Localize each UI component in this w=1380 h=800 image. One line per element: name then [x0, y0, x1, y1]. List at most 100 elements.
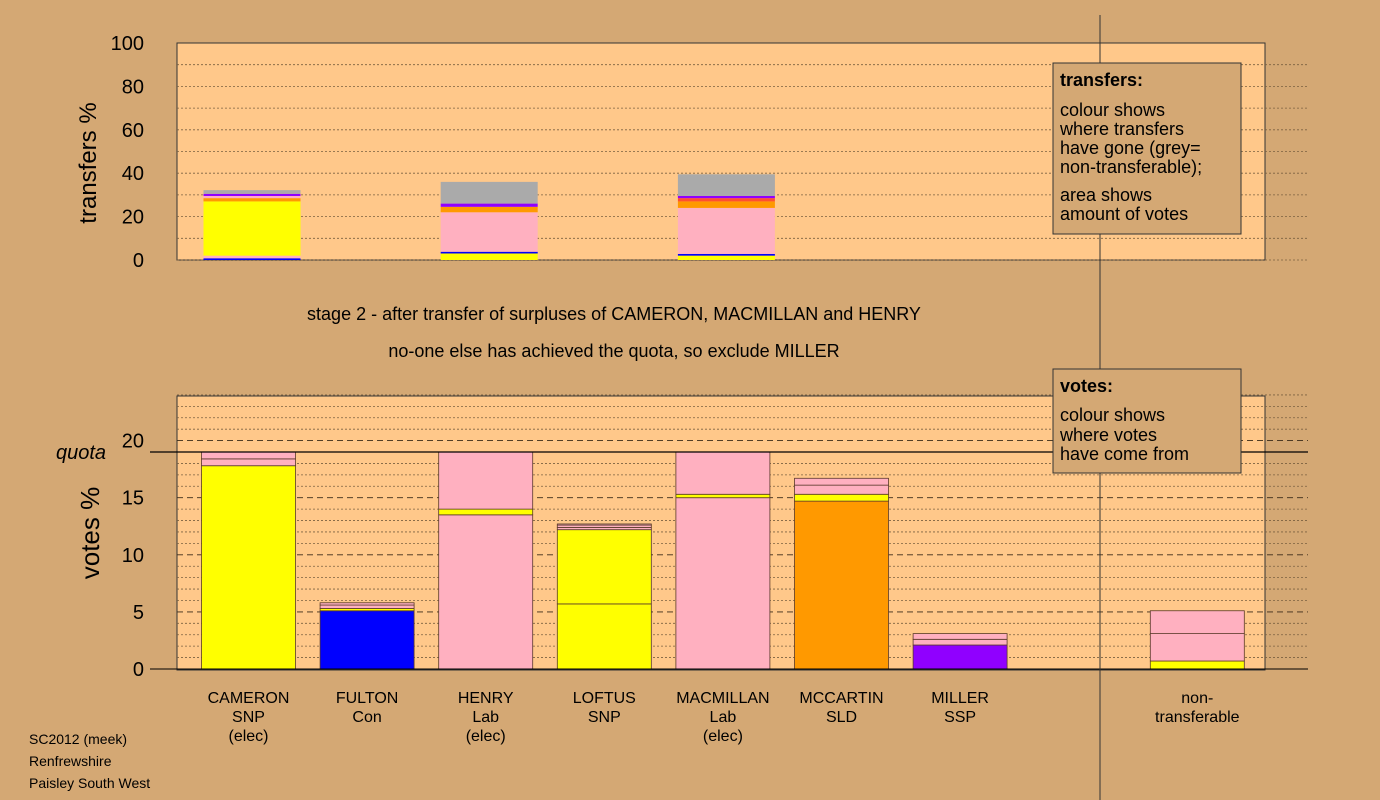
candidate-label: SSP — [944, 709, 976, 726]
transfer-bar-segment — [677, 253, 775, 256]
transfer-bar-segment — [440, 251, 538, 254]
vote-bar-segment — [556, 603, 652, 670]
candidate-label: SLD — [826, 709, 857, 726]
candidate-label: non- — [1181, 690, 1213, 707]
vote-bar-segment — [675, 497, 771, 670]
candidate-label: MILLER — [931, 690, 989, 707]
vote-bar-segment — [319, 602, 415, 606]
vote-bar-segment — [1149, 610, 1245, 634]
footer: SC2012 (meek) Renfrewshire Paisley South… — [29, 731, 150, 791]
exclusion-note: no-one else has achieved the quota, so e… — [388, 341, 839, 361]
candidate-label: MCCARTIN — [799, 690, 883, 707]
vote-bar-segment — [556, 529, 652, 605]
vote-bar-segment — [794, 500, 889, 670]
y-tick-label: 0 — [133, 250, 144, 272]
transfer-bar-segment — [440, 253, 538, 260]
transfers-legend-line: have gone (grey= — [1060, 138, 1201, 158]
vote-bar-segment — [794, 484, 889, 495]
vote-bar-segment — [794, 493, 889, 502]
vote-bar-segment — [794, 477, 889, 486]
vote-bar-segment — [201, 458, 296, 467]
candidate-label: (elec) — [703, 728, 743, 745]
candidate-label: transferable — [1155, 709, 1240, 726]
vote-bar-segment — [438, 508, 534, 516]
candidate-label: SNP — [232, 709, 265, 726]
transfer-bar-segment — [677, 174, 775, 196]
transfers-legend-line: area shows — [1060, 185, 1152, 205]
y-tick-label: 20 — [122, 207, 144, 229]
y-tick-label: 20 — [122, 431, 144, 453]
footer-ward: Paisley South West — [29, 775, 150, 791]
candidate-label: Con — [352, 709, 381, 726]
vote-bar-segment — [675, 451, 771, 495]
footer-council: Renfrewshire — [29, 753, 112, 769]
transfer-bar-segment — [203, 193, 301, 196]
candidate-label: MACMILLAN — [676, 690, 769, 707]
transfer-bar-segment — [203, 190, 301, 194]
transfer-bar-segment — [677, 195, 775, 199]
votes-legend-line: colour shows — [1060, 405, 1165, 425]
candidate-label: Lab — [472, 709, 499, 726]
vote-bar-segment — [319, 610, 415, 670]
candidate-label: (elec) — [228, 728, 268, 745]
transfer-bar-segment — [440, 212, 538, 252]
transfer-bar-segment — [677, 255, 775, 260]
transfer-bar-segment — [440, 203, 538, 207]
candidate-label: SNP — [588, 709, 621, 726]
transfer-bar-segment — [677, 201, 775, 208]
y-tick-label: 15 — [122, 488, 144, 510]
votes-legend-box — [1052, 368, 1242, 474]
transfer-bar-segment — [203, 201, 301, 256]
transfers-legend-line: where transfers — [1059, 119, 1184, 139]
vote-bar-segment — [912, 633, 1008, 640]
y-tick-label: 10 — [122, 545, 144, 567]
candidate-label: LOFTUS — [573, 690, 636, 707]
transfer-bar-segment — [440, 206, 538, 213]
transfer-bar-segment — [203, 198, 301, 202]
candidate-label: (elec) — [466, 728, 506, 745]
vote-bar-segment — [319, 604, 415, 609]
quota-label: quota — [56, 442, 106, 464]
votes-legend-title: votes: — [1060, 376, 1113, 396]
transfers-y-axis-label: transfers % — [75, 102, 102, 223]
y-tick-label: 60 — [122, 120, 144, 142]
y-tick-label: 5 — [133, 602, 144, 624]
transfers-legend: transfers: colour shows where transfers … — [1052, 62, 1242, 235]
votes-y-axis-label: votes % — [75, 487, 105, 580]
transfers-legend-box — [1052, 62, 1242, 235]
transfer-bar-segment — [203, 195, 301, 199]
vote-bar-segment — [912, 638, 1008, 646]
transfers-legend-title: transfers: — [1060, 70, 1143, 90]
footer-election: SC2012 (meek) — [29, 731, 127, 747]
vote-bar-segment — [1149, 633, 1245, 662]
candidate-label: Lab — [710, 709, 737, 726]
votes-legend: votes: colour shows where votes have com… — [1052, 368, 1242, 474]
transfer-bar-segment — [677, 198, 775, 202]
y-tick-label: 100 — [111, 33, 144, 55]
candidate-label: FULTON — [336, 690, 399, 707]
votes-legend-line: have come from — [1060, 444, 1189, 464]
y-tick-label: 80 — [122, 76, 144, 98]
vote-bar-segment — [201, 465, 296, 670]
y-tick-label: 40 — [122, 163, 144, 185]
transfers-legend-line: colour shows — [1060, 100, 1165, 120]
vote-bar-segment — [438, 514, 534, 670]
transfers-legend-line: non-transferable); — [1060, 157, 1202, 177]
y-tick-label: 0 — [133, 659, 144, 681]
vote-bar-segment — [912, 644, 1008, 670]
stage-description: stage 2 - after transfer of surpluses of… — [307, 304, 921, 324]
transfer-bar-segment — [677, 207, 775, 254]
vote-bar-segment — [201, 451, 296, 460]
transfers-legend-line: amount of votes — [1060, 204, 1188, 224]
candidate-label: HENRY — [458, 690, 514, 707]
transfer-bar-segment — [203, 255, 301, 259]
vote-bar-segment — [556, 523, 652, 526]
transfer-bar-segment — [440, 181, 538, 204]
vote-bar-segment — [438, 451, 534, 510]
votes-legend-line: where votes — [1059, 425, 1157, 445]
candidate-label: CAMERON — [208, 690, 290, 707]
vote-bar-segment — [675, 493, 771, 499]
votes-panel: 0 5 10 15 20 quota votes % CAMERON SNP (elec) F… — [56, 394, 1308, 745]
transfer-bar-segment — [203, 258, 301, 260]
vote-bar-segment — [1149, 660, 1245, 670]
